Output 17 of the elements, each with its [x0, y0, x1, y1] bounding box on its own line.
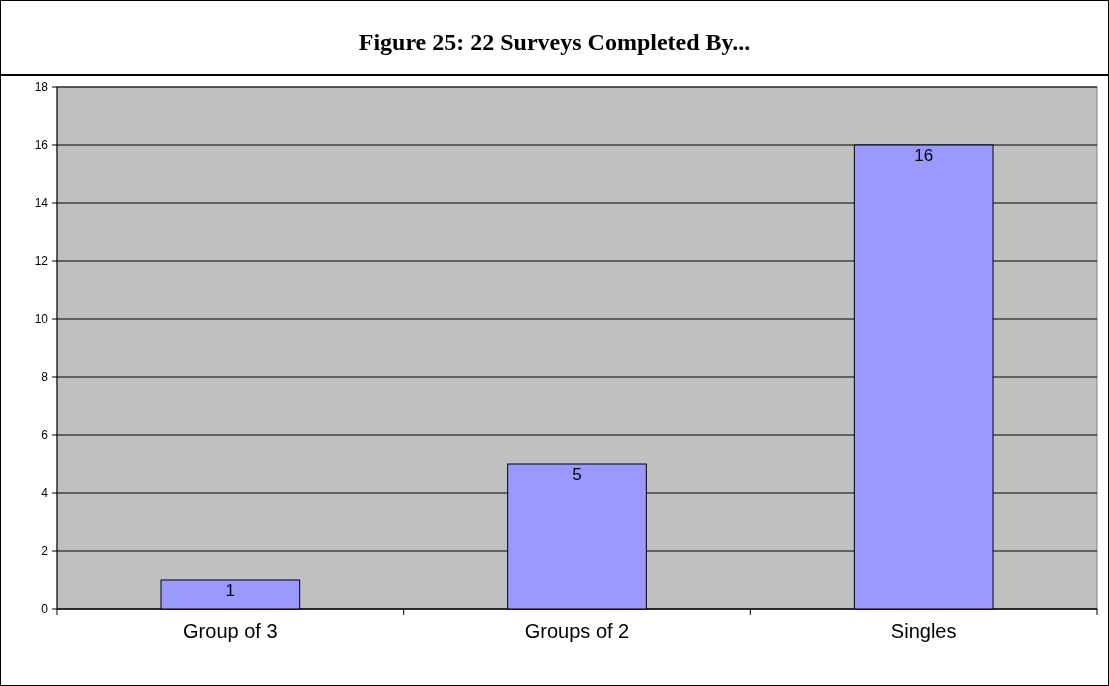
y-tick-label: 0	[41, 602, 49, 616]
y-tick-label: 18	[34, 80, 49, 94]
y-tick-label: 16	[34, 138, 49, 152]
y-tick-label: 6	[41, 428, 49, 442]
data-label: 5	[572, 465, 582, 484]
x-tick-label: Group of 3	[183, 620, 278, 642]
x-tick-label: Singles	[890, 620, 957, 642]
chart-title: Figure 25: 22 Surveys Completed By...	[358, 29, 751, 55]
data-label: 1	[225, 581, 236, 600]
y-tick-label: 8	[41, 370, 49, 384]
data-label: 16	[914, 146, 934, 165]
x-tick-label: Groups of 2	[524, 620, 630, 642]
y-tick-label: 12	[34, 254, 49, 268]
y-tick-label: 14	[34, 196, 49, 210]
y-tick-label: 4	[41, 486, 49, 500]
y-tick-label: 2	[41, 544, 49, 558]
y-tick-label: 10	[34, 312, 49, 326]
